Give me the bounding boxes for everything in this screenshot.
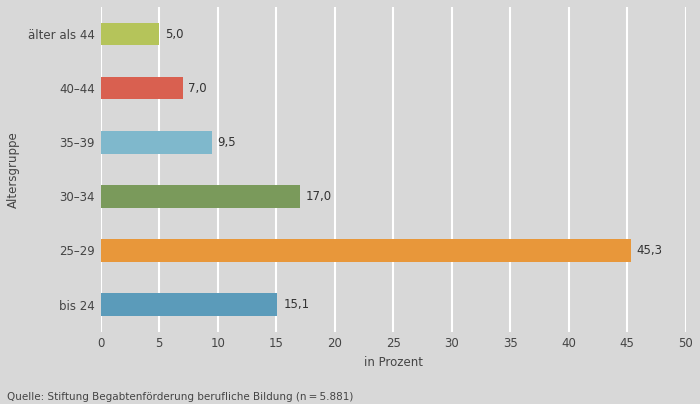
Bar xyxy=(101,23,159,45)
Text: 7,0: 7,0 xyxy=(188,82,207,95)
Text: 5,0: 5,0 xyxy=(165,27,183,40)
Text: 15,1: 15,1 xyxy=(284,298,309,311)
Text: 17,0: 17,0 xyxy=(305,190,332,203)
Bar xyxy=(101,293,277,316)
X-axis label: in Prozent: in Prozent xyxy=(364,356,423,369)
Text: Quelle: Stiftung Begabtenförderung berufliche Bildung (n = 5.881): Quelle: Stiftung Begabtenförderung beruf… xyxy=(7,392,354,402)
Text: 45,3: 45,3 xyxy=(636,244,662,257)
Text: 9,5: 9,5 xyxy=(218,136,237,149)
Bar xyxy=(101,131,212,154)
Bar xyxy=(101,77,183,99)
Y-axis label: Altersgruppe: Altersgruppe xyxy=(7,131,20,208)
Bar xyxy=(101,185,300,208)
Bar xyxy=(101,239,631,262)
